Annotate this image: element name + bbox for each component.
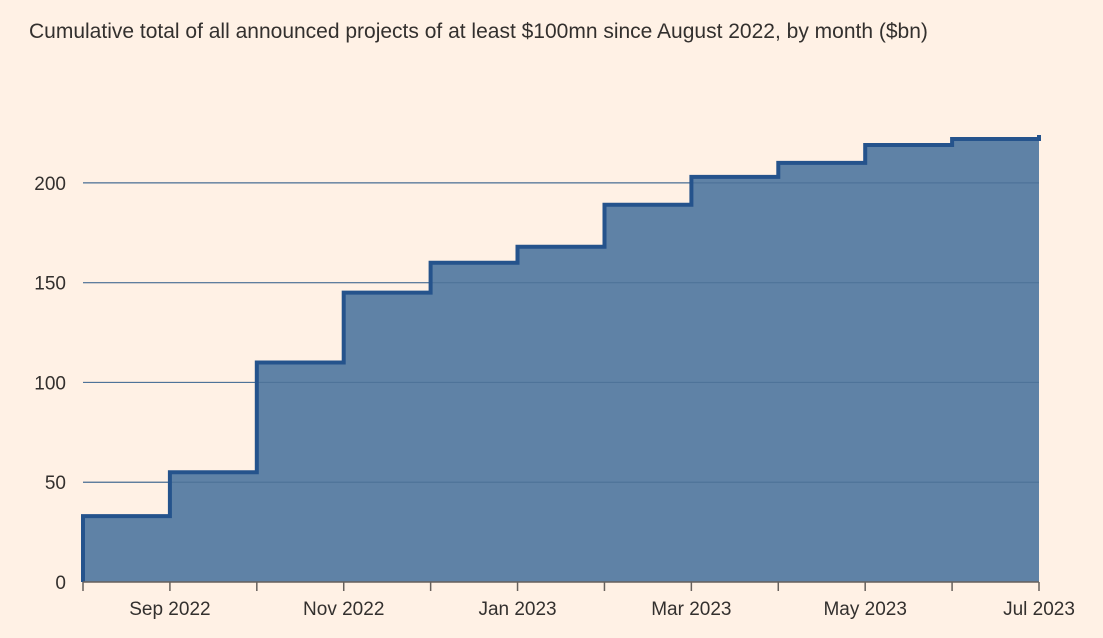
step-line bbox=[81, 135, 1041, 582]
x-tick-label: Nov 2022 bbox=[303, 599, 384, 620]
x-tick-label: Sep 2022 bbox=[129, 599, 210, 620]
y-tick-label: 150 bbox=[34, 274, 66, 295]
x-axis: Sep 2022 Nov 2022 Jan 2023 Mar 2023 May 2023… bbox=[82, 581, 1075, 620]
x-tick-label: May 2023 bbox=[823, 599, 906, 620]
y-tick-label: 50 bbox=[45, 473, 66, 494]
area-fill bbox=[83, 135, 1039, 582]
y-tick-label: 100 bbox=[34, 373, 66, 394]
x-tick-label: Jul 2023 bbox=[1003, 599, 1075, 620]
chart-title: Cumulative total of all announced projec… bbox=[29, 20, 928, 43]
x-tick-label: Jan 2023 bbox=[478, 599, 556, 620]
area-series bbox=[81, 135, 1041, 582]
y-tick-label: 200 bbox=[34, 174, 66, 195]
y-tick-label: 0 bbox=[55, 573, 66, 594]
y-axis-labels: 0 50 100 150 200 bbox=[34, 174, 66, 594]
x-tick-label: Mar 2023 bbox=[651, 599, 731, 620]
